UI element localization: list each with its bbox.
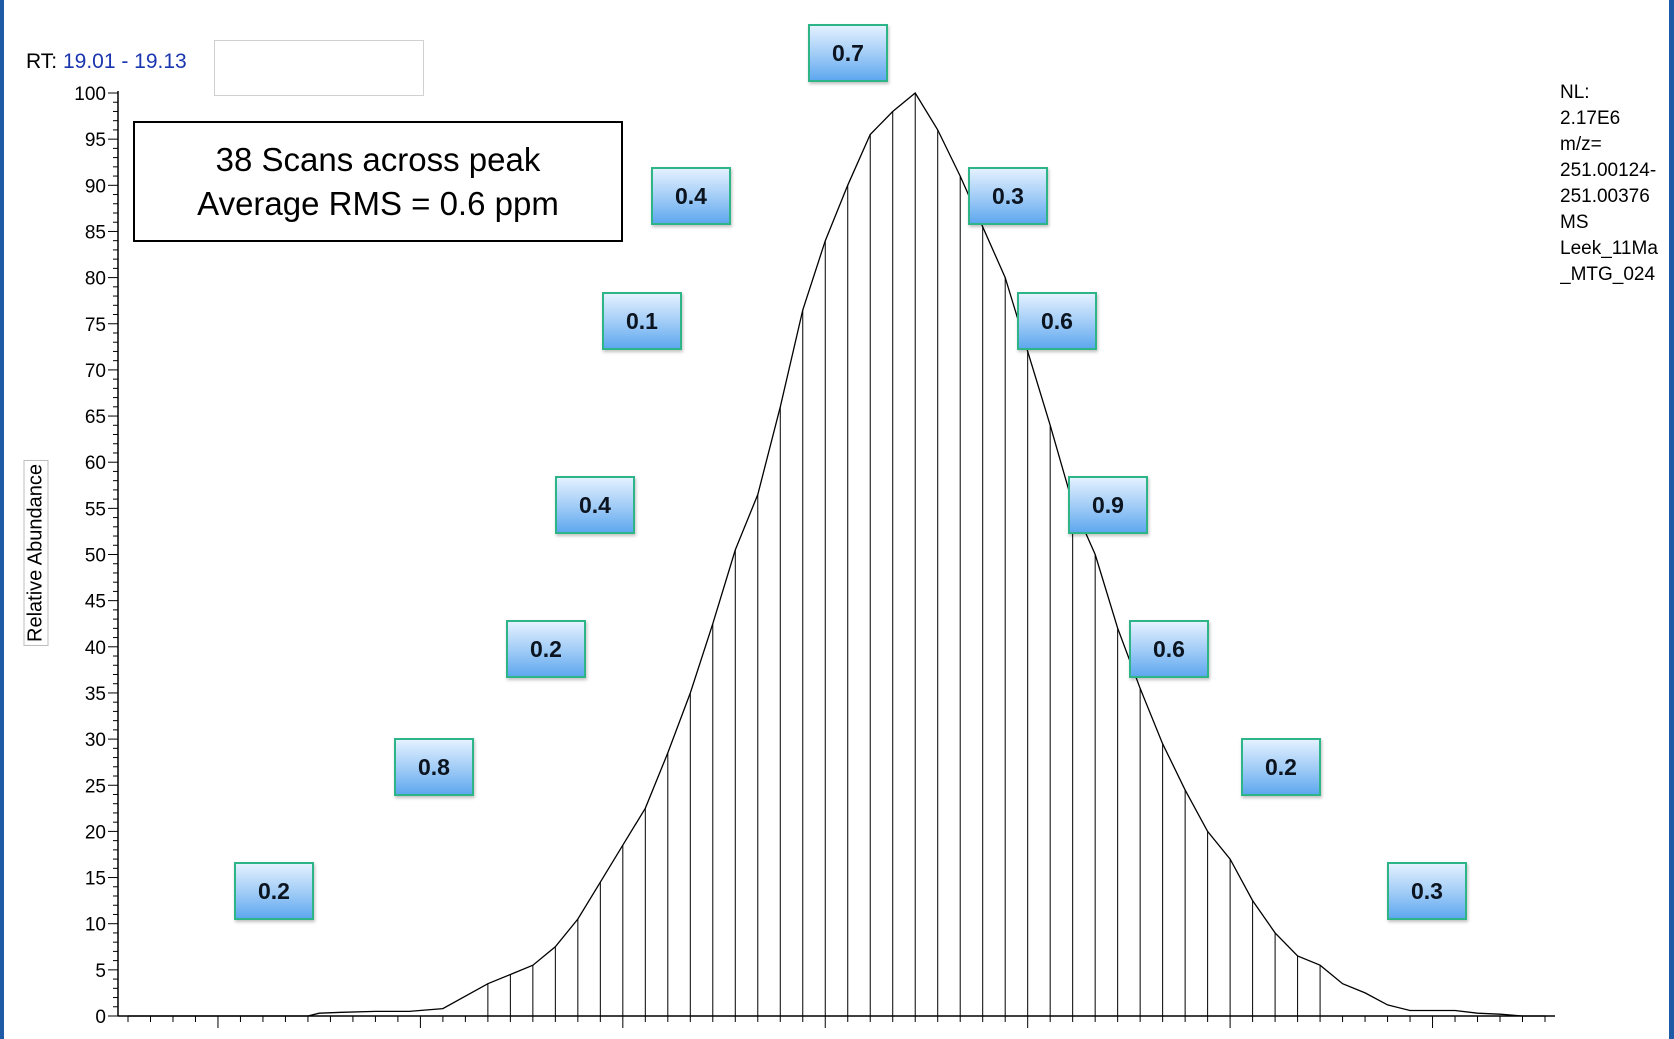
y-tick-label: 30 (85, 730, 106, 751)
window-frame-right (1669, 0, 1674, 1039)
y-tick-label: 65 (85, 407, 106, 428)
rt-input-box[interactable] (214, 40, 424, 96)
ppm-badge: 0.2 (234, 862, 314, 920)
y-tick-label: 85 (85, 222, 106, 243)
y-tick-label: 50 (85, 546, 106, 567)
y-tick-label: 60 (85, 453, 106, 474)
ppm-badge: 0.1 (602, 292, 682, 350)
rt-prefix: RT: (26, 50, 58, 73)
y-tick-label: 25 (85, 776, 106, 797)
y-tick-label: 5 (95, 961, 106, 982)
y-tick-label: 35 (85, 684, 106, 705)
y-tick-label: 95 (85, 130, 106, 151)
ppm-badge: 0.6 (1129, 620, 1209, 678)
y-tick-label: 80 (85, 269, 106, 290)
y-tick-label: 20 (85, 822, 106, 843)
y-tick-label: 15 (85, 869, 106, 890)
ppm-badge: 0.4 (651, 167, 731, 225)
y-tick-label: 45 (85, 592, 106, 613)
ppm-badge: 0.2 (506, 620, 586, 678)
window-frame-left (0, 0, 4, 1039)
y-tick-label: 75 (85, 315, 106, 336)
y-tick-label: 0 (95, 1007, 106, 1028)
info-line: _MTG_024 (1560, 264, 1656, 285)
info-line: 2.17E6 (1560, 108, 1621, 129)
scan-info-panel: NL: 2.17E6 m/z= 251.00124- 251.00376 MS … (1560, 80, 1670, 288)
y-tick-label: 55 (85, 499, 106, 520)
ppm-badge: 0.2 (1241, 738, 1321, 796)
ppm-badge: 0.8 (394, 738, 474, 796)
y-tick-label: 90 (85, 176, 106, 197)
info-line: 251.00376 (1560, 186, 1650, 207)
scan-count-text: 38 Scans across peak (215, 140, 541, 178)
info-line: NL: (1560, 82, 1590, 103)
ppm-badge: 0.3 (968, 167, 1048, 225)
info-line: MS (1560, 212, 1589, 233)
y-tick-label: 100 (74, 84, 106, 105)
y-tick-label: 10 (85, 915, 106, 936)
y-tick-label: 40 (85, 638, 106, 659)
rt-range-value: 19.01 - 19.13 (62, 50, 187, 73)
ppm-badge: 0.7 (808, 24, 888, 82)
y-axis-label: Relative Abundance (23, 460, 49, 646)
ppm-badge: 0.4 (555, 476, 635, 534)
rt-range-label: RT: 19.01 - 19.13 (26, 50, 187, 74)
info-line: 251.00124- (1560, 160, 1657, 181)
average-rms-text: Average RMS = 0.6 ppm (197, 184, 559, 222)
peak-trace-line (128, 92, 1545, 1017)
scan-summary-box: 38 Scans across peak Average RMS = 0.6 p… (133, 121, 623, 242)
y-tick-label: 70 (85, 361, 106, 382)
ppm-badge: 0.9 (1068, 476, 1148, 534)
info-line: m/z= (1560, 134, 1602, 155)
ppm-badge: 0.6 (1017, 292, 1097, 350)
info-line: Leek_11Ma (1560, 238, 1658, 259)
ppm-badge: 0.3 (1387, 862, 1467, 920)
